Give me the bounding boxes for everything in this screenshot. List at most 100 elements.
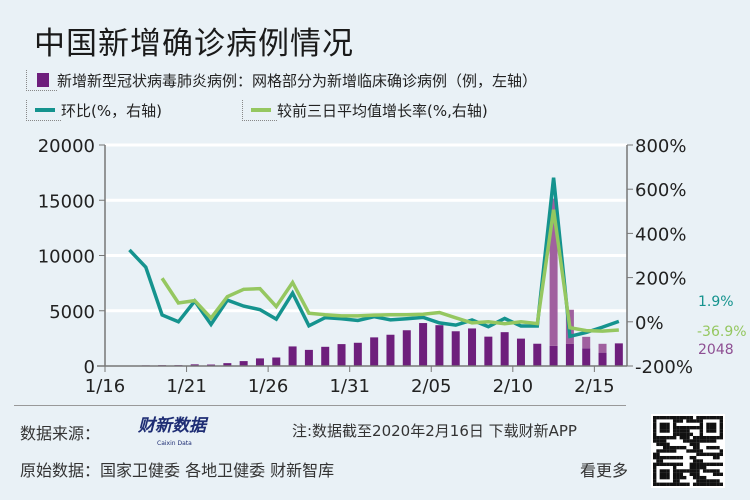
bar — [272, 357, 281, 366]
legend-ratio-label: 环比(%，右轴) — [61, 102, 162, 120]
qr-module — [653, 465, 657, 470]
qr-module — [679, 429, 684, 433]
qr-module — [689, 416, 694, 420]
qr-module — [666, 462, 670, 467]
bar — [500, 332, 509, 366]
qr-module — [676, 475, 680, 480]
qr-module — [672, 416, 677, 420]
left-axis-tick-label: 10000 — [38, 247, 95, 268]
qr-module — [719, 435, 723, 440]
qr-module — [653, 425, 657, 430]
bar-swatch — [37, 73, 49, 87]
qr-module — [653, 469, 657, 473]
qr-module — [699, 416, 704, 420]
qr-module — [659, 472, 664, 477]
qr-module — [662, 425, 667, 430]
qr-module — [656, 435, 660, 440]
qr-module — [692, 455, 697, 460]
qr-module — [672, 422, 677, 427]
footer-divider — [14, 405, 626, 406]
qr-module — [653, 435, 657, 440]
qr-module — [689, 462, 694, 467]
qr-module — [669, 435, 674, 440]
bar-clinical-portion — [582, 336, 591, 349]
qr-module — [682, 445, 687, 450]
qr-module — [666, 472, 670, 477]
qr-module — [653, 482, 657, 486]
qr-module — [702, 475, 707, 480]
qr-module — [699, 432, 704, 437]
qr-module — [689, 425, 694, 430]
qr-module — [662, 472, 667, 477]
x-axis-tick-label: 1/16 — [85, 376, 125, 397]
qr-module — [709, 422, 714, 427]
qr-module — [712, 455, 717, 460]
qr-module — [689, 472, 694, 477]
qr-module — [653, 455, 657, 460]
qr-module — [666, 455, 670, 460]
qr-module — [656, 455, 660, 460]
see-more-link[interactable]: 看更多 — [580, 461, 629, 480]
qr-module — [672, 475, 677, 480]
qr-module — [689, 432, 694, 437]
qr-module — [656, 439, 660, 443]
qr-module — [696, 445, 700, 450]
qr-module — [702, 462, 707, 467]
qr-module — [659, 435, 664, 440]
qr-module — [666, 416, 670, 420]
qr-module — [666, 449, 670, 453]
qr-module — [709, 452, 714, 457]
qr-module — [716, 445, 720, 450]
qr-module — [686, 482, 690, 486]
qr-module — [659, 422, 664, 427]
qr-code-icon[interactable] — [651, 414, 725, 488]
qr-module — [682, 475, 687, 480]
right-axis-tick-label: 0% — [635, 313, 664, 334]
qr-module — [666, 482, 670, 486]
qr-module — [719, 419, 723, 423]
end-label-ratio: 1.9% — [698, 294, 734, 310]
qr-module — [699, 439, 704, 443]
qr-module — [682, 429, 687, 433]
qr-module — [679, 462, 684, 467]
qr-module — [712, 416, 717, 420]
qr-module — [662, 416, 667, 420]
qr-module — [689, 449, 694, 453]
bar — [304, 349, 313, 366]
qr-module — [669, 449, 674, 453]
right-axis-tick-label: 400% — [635, 224, 686, 245]
qr-module — [692, 435, 697, 440]
right-axis-tick-label: 800% — [635, 136, 686, 157]
qr-module — [682, 432, 687, 437]
qr-module — [696, 472, 700, 477]
qr-module — [712, 425, 717, 430]
data-note[interactable]: 注:数据截至2020年2月16日 下载财新APP — [292, 422, 577, 440]
qr-module — [656, 482, 660, 486]
qr-module — [656, 452, 660, 457]
qr-module — [696, 416, 700, 420]
qr-module — [682, 416, 687, 420]
qr-module — [679, 445, 684, 450]
qr-module — [699, 425, 704, 430]
qr-module — [679, 425, 684, 430]
qr-module — [689, 469, 694, 473]
bar — [516, 338, 525, 366]
bar-clinical-portion — [598, 343, 607, 353]
bar — [549, 345, 558, 366]
qr-module — [699, 475, 704, 480]
qr-module — [666, 442, 670, 447]
qr-module — [709, 435, 714, 440]
qr-module — [653, 452, 657, 457]
qr-module — [672, 469, 677, 473]
bar — [386, 334, 395, 366]
qr-module — [679, 416, 684, 420]
qr-module — [653, 472, 657, 477]
qr-module — [716, 455, 720, 460]
qr-module — [659, 462, 664, 467]
qr-module — [702, 465, 707, 470]
line-avg3 — [160, 209, 619, 333]
qr-module — [709, 445, 714, 450]
qr-module — [712, 452, 717, 457]
qr-module — [679, 432, 684, 437]
bar — [255, 358, 264, 366]
